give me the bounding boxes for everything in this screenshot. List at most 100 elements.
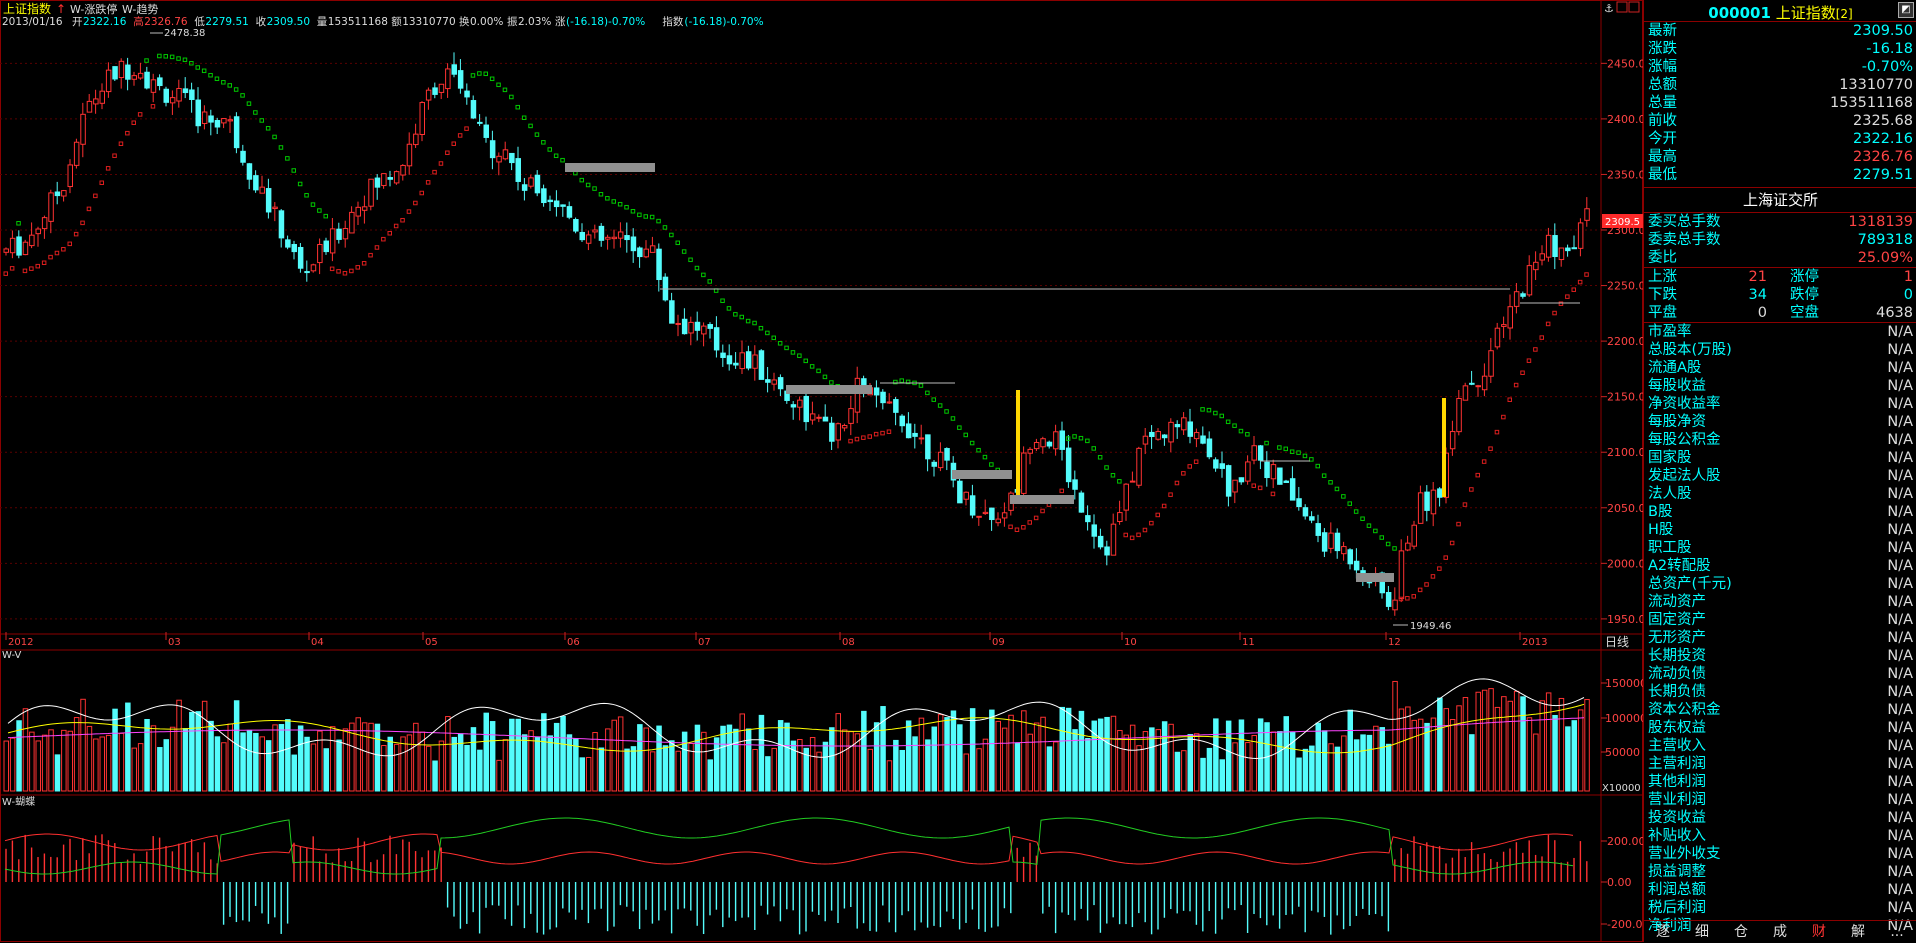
quote-value: -0.70% xyxy=(1861,59,1913,75)
volume-bar xyxy=(950,710,957,792)
stock-suffix: [2] xyxy=(1835,7,1853,21)
volume-bar xyxy=(1187,733,1193,792)
trend-marker xyxy=(464,126,469,131)
kline-chart[interactable]: 上证指数 ↑ W-涨跌停 W-趋势 2013/01/16 开 2322.16 高 2326.76… xyxy=(0,0,1643,942)
trend-marker xyxy=(483,71,488,77)
trend-marker xyxy=(1085,438,1090,444)
header-field: 2279.51 xyxy=(205,16,248,28)
trend-marker xyxy=(227,83,232,88)
quote-row[interactable]: 涨幅 -0.70% xyxy=(1644,58,1916,76)
butterfly-bars xyxy=(5,834,1588,935)
candle-body xyxy=(1289,478,1296,501)
volume-bar xyxy=(1123,734,1129,792)
volume-bar xyxy=(406,734,413,792)
header-field: 153511168 xyxy=(328,16,388,28)
candle-body xyxy=(841,424,848,429)
volume-bar xyxy=(1149,727,1155,792)
price-tick-label: 2200.0 xyxy=(1607,335,1643,348)
tab-item[interactable]: 逐 xyxy=(1656,924,1670,940)
tab-item[interactable]: 解 xyxy=(1851,924,1865,940)
candle-body xyxy=(1392,599,1398,611)
month-label: 12 xyxy=(1388,637,1401,648)
volume-bar xyxy=(617,716,624,792)
quote-row[interactable]: 总量 153511168 xyxy=(1644,94,1916,112)
trend-marker xyxy=(336,269,341,274)
volume-bar xyxy=(29,731,35,792)
trend-marker xyxy=(592,186,597,191)
quote-row[interactable]: 最高 2326.76 xyxy=(1644,148,1916,166)
volume-bar xyxy=(131,747,137,792)
candle-body xyxy=(150,79,157,93)
finance-row: 每股公积金 N/A xyxy=(1644,431,1916,449)
volume-bar xyxy=(16,720,22,792)
trend-marker xyxy=(1385,541,1391,547)
trend-marker xyxy=(118,141,124,147)
candle-body xyxy=(617,231,624,239)
finance-value: N/A xyxy=(1887,522,1913,538)
candle-body xyxy=(1033,442,1040,450)
volume-bar xyxy=(374,723,381,792)
trend-marker xyxy=(585,182,591,188)
quote-row[interactable]: 前收 2325.68 xyxy=(1644,112,1916,130)
trend-markers xyxy=(3,53,1589,602)
volume-bar xyxy=(425,745,432,792)
candle-body xyxy=(182,88,189,94)
candle-body xyxy=(29,234,35,247)
trend-marker xyxy=(29,266,34,271)
trend-marker xyxy=(1309,457,1314,462)
trend-marker xyxy=(1283,446,1288,452)
trend-marker xyxy=(1501,414,1506,420)
trend-marker xyxy=(880,430,885,436)
trend-marker xyxy=(1187,464,1192,469)
volume-bar xyxy=(726,724,733,792)
quote-row[interactable]: 最低 2279.51 xyxy=(1644,166,1916,184)
volume-bar xyxy=(336,739,342,792)
breadth-row: 上涨 21 涨停 1 xyxy=(1644,268,1916,286)
header-field: 2309.50 xyxy=(267,16,310,28)
trend-marker xyxy=(1097,455,1103,460)
volume-bar xyxy=(1539,700,1545,792)
volume-bar xyxy=(464,744,470,792)
quote-row[interactable]: 今开 2322.16 xyxy=(1644,130,1916,148)
quote-row[interactable]: 涨跌 -16.18 xyxy=(1644,40,1916,58)
volume-bar xyxy=(739,713,745,792)
order-label: 委买总手数 xyxy=(1648,214,1721,230)
candle-body xyxy=(48,192,54,222)
volume-bar xyxy=(681,731,688,792)
volume-bar xyxy=(1347,709,1353,792)
tab-item[interactable]: 财 xyxy=(1812,924,1826,940)
trend-marker xyxy=(1520,370,1525,376)
trend-marker xyxy=(1577,279,1583,285)
tab-item[interactable]: 仓 xyxy=(1734,924,1748,940)
volume-bar xyxy=(80,698,86,792)
trend-marker xyxy=(93,193,98,199)
toggle-panel-icon[interactable]: ◩ xyxy=(1898,2,1914,18)
trend-marker xyxy=(720,298,725,303)
trend-marker xyxy=(553,153,559,159)
trend-marker xyxy=(342,271,348,276)
candle-body xyxy=(1174,423,1181,428)
finance-row: 流动负债 N/A xyxy=(1644,665,1916,683)
trend-marker xyxy=(419,190,424,196)
trend-marker xyxy=(1110,473,1116,478)
volume-bar xyxy=(509,718,515,792)
quote-row[interactable]: 总额 13310770 xyxy=(1644,76,1916,94)
tab-item[interactable]: 成 xyxy=(1773,924,1787,940)
candle-body xyxy=(1206,438,1213,458)
quote-label: 最新 xyxy=(1648,23,1677,39)
candle-body xyxy=(1257,445,1264,461)
finance-row: 利润总额 N/A xyxy=(1644,881,1916,899)
finance-label: 每股收益 xyxy=(1648,378,1706,394)
maximize-icon xyxy=(1628,1,1640,13)
tab-item[interactable]: 细 xyxy=(1695,924,1709,940)
volume-bar xyxy=(157,747,163,792)
quote-row[interactable]: 最新 2309.50 xyxy=(1644,22,1916,40)
order-row: 委买总手数 1318139 xyxy=(1644,213,1916,231)
quote-value: 2322.16 xyxy=(1853,131,1913,147)
candle-body xyxy=(694,321,701,331)
trend-marker xyxy=(765,330,770,336)
chart-area[interactable]: 上证指数 ↑ W-涨跌停 W-趋势 2013/01/16 开 2322.16 高 2326.76… xyxy=(0,0,1643,942)
trend-marker xyxy=(16,221,21,226)
tab-item[interactable]: ... xyxy=(1890,924,1904,940)
trend-marker xyxy=(1123,532,1128,538)
